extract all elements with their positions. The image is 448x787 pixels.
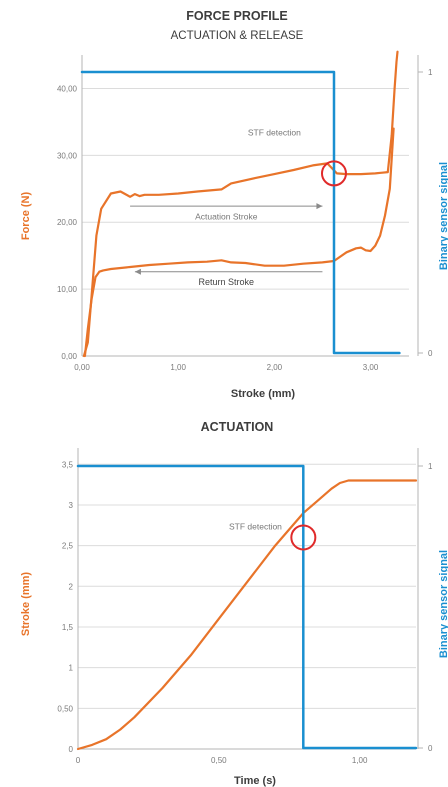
chart1-x-tick-label: 2,00 <box>267 363 283 372</box>
chart1-y-axis-label: Force (N) <box>20 192 32 241</box>
chart2-y2-tick-label: 0 <box>428 744 433 753</box>
chart1-series-line-0 <box>82 50 399 358</box>
chart1-x-axis-label: Stroke (mm) <box>231 388 296 400</box>
chart2-sensor-signal-line <box>76 464 418 750</box>
chart1-series-line-1 <box>83 127 395 358</box>
chart1-annotation-arrowhead <box>134 268 141 275</box>
chart1-y-tick-label: 10,00 <box>57 285 78 294</box>
chart1-y2-axis-label: Binary sensor signal <box>438 162 448 270</box>
chart1-stf-detection-marker <box>320 160 347 187</box>
chart2-x-tick-label: 0,50 <box>211 756 227 765</box>
chart1-annotation-text: Actuation Stroke <box>195 212 258 222</box>
chart1-x-tick-label: 3,00 <box>363 363 379 372</box>
chart2-y-tick-label: 1,5 <box>62 623 74 632</box>
chart2-annotation-text: STF detection <box>229 521 282 531</box>
chart2-y2-axis-label: Binary sensor signal <box>438 550 448 658</box>
chart1-sensor-signal-line <box>80 70 401 355</box>
chart2-stf-detection-marker <box>290 524 317 551</box>
chart1-subtitle: ACTUATION & RELEASE <box>171 30 304 42</box>
chart2-y-tick-label: 2 <box>69 582 74 591</box>
chart2-y-tick-label: 0,50 <box>57 704 73 713</box>
chart2-y-tick-label: 2,5 <box>62 542 74 551</box>
chart1-title: FORCE PROFILE <box>186 9 287 23</box>
chart2-y-tick-label: 3 <box>69 501 74 510</box>
chart1-y-tick-label: 40,00 <box>57 84 78 93</box>
chart1-x-tick-label: 1,00 <box>170 363 186 372</box>
chart2-x-tick-label: 0 <box>76 756 81 765</box>
chart1-y2-tick-label: 0 <box>428 349 433 358</box>
chart2-y-tick-label: 0 <box>69 745 74 754</box>
chart1-x-tick-label: 0,00 <box>74 363 90 372</box>
chart2-title: ACTUATION <box>201 420 274 434</box>
chart2-x-tick-label: 1,00 <box>352 756 368 765</box>
chart2-y-axis-label: Stroke (mm) <box>20 572 32 637</box>
chart1-annotation-arrowhead <box>316 203 323 210</box>
chart2-y-tick-label: 1 <box>69 664 74 673</box>
chart1-y-tick-label: 0,00 <box>61 352 77 361</box>
chart1-annotation-text: STF detection <box>248 127 301 137</box>
chart1-y-tick-label: 20,00 <box>57 218 78 227</box>
chart1-y-tick-label: 30,00 <box>57 151 78 160</box>
chart2-x-axis-label: Time (s) <box>234 775 276 787</box>
chart2-series-line-0 <box>76 479 418 751</box>
chart2-y-tick-label: 3,5 <box>62 460 74 469</box>
chart1-y2-tick-label: 1 <box>428 68 433 77</box>
chart2-y2-tick-label: 1 <box>428 462 433 471</box>
chart1-annotation-text: Return Stroke <box>198 277 254 287</box>
